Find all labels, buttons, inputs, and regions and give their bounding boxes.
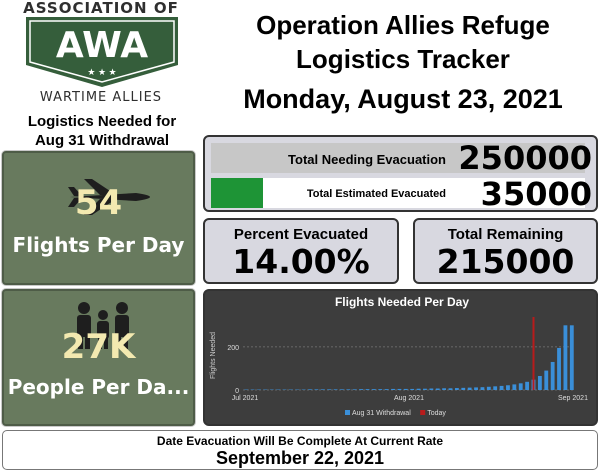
chart-bar bbox=[448, 388, 453, 390]
chart-bar bbox=[435, 388, 440, 390]
chart-bar bbox=[308, 389, 312, 390]
chart-bar bbox=[333, 389, 338, 390]
percent-evacuated-title: Percent Evacuated bbox=[233, 226, 369, 243]
chart-bar bbox=[486, 386, 491, 390]
total-evacuated-value: 35000 bbox=[480, 175, 592, 212]
chart-bar bbox=[327, 389, 332, 390]
chart-bar bbox=[525, 381, 530, 390]
needed-bar bbox=[211, 143, 585, 173]
chart-bar bbox=[314, 389, 319, 390]
chart-bar bbox=[467, 387, 472, 390]
page-title: Operation Allies Refuge Logistics Tracke… bbox=[206, 8, 600, 76]
chart-bar bbox=[340, 389, 344, 390]
logo-stars: ★ ★ ★ bbox=[87, 67, 116, 77]
chart-bar bbox=[371, 389, 376, 390]
chart-legend-swatch bbox=[420, 410, 426, 415]
percent-evacuated-card: Percent Evacuated 14.00% bbox=[203, 218, 399, 284]
chart-bar bbox=[569, 325, 574, 390]
chart-bar bbox=[384, 389, 389, 390]
chart-ytick-label: 0 bbox=[235, 388, 239, 395]
chart-bar bbox=[410, 388, 415, 390]
chart-bar bbox=[442, 388, 447, 390]
chart-bar bbox=[378, 389, 383, 390]
chart-ylabel: Flights Needed bbox=[210, 332, 217, 379]
total-remaining-title: Total Remaining bbox=[447, 226, 564, 243]
chart-bar bbox=[461, 387, 466, 390]
chart-bar bbox=[359, 389, 364, 390]
chart-bar bbox=[365, 389, 370, 390]
chart-bar bbox=[474, 387, 478, 390]
flights-chart-card: Flights Needed Per Day Flights Needed 0 200… bbox=[203, 289, 598, 426]
chart-bar bbox=[416, 388, 421, 390]
chart-bar bbox=[320, 389, 325, 390]
chart-bar bbox=[346, 389, 351, 390]
people-per-day-label: People Per Da... bbox=[7, 375, 190, 399]
chart-title: Flights Needed Per Day bbox=[335, 295, 469, 309]
logo-bottom-text: WARTIME ALLIES bbox=[39, 90, 163, 105]
total-needing-evacuation-value: 250000 bbox=[458, 139, 592, 177]
chart-xtick-label: Jul 2021 bbox=[232, 395, 259, 402]
people-icon bbox=[77, 302, 129, 349]
chart-bar bbox=[518, 383, 523, 390]
total-needing-evacuation-label: Total Needing Evacuation bbox=[288, 152, 446, 167]
logo-badge-text: AWA bbox=[56, 25, 148, 66]
chart-legend-label: Today bbox=[427, 410, 446, 417]
chart-bar bbox=[563, 325, 568, 390]
chart-bar bbox=[537, 375, 542, 390]
chart-legend-swatch bbox=[345, 410, 350, 415]
percent-evacuated-value: 14.00% bbox=[232, 242, 370, 281]
awa-logo: ASSOCIATION OF AWA ★ ★ ★ WARTIME ALLIES bbox=[6, 0, 196, 108]
chart-bar bbox=[544, 370, 549, 390]
chart-bar bbox=[403, 388, 408, 390]
chart-bar bbox=[480, 387, 485, 390]
logo-badge: AWA ★ ★ ★ bbox=[26, 17, 178, 87]
completion-date: September 22, 2021 bbox=[215, 448, 385, 468]
total-remaining-card: Total Remaining 215000 bbox=[413, 218, 598, 284]
chart-bar bbox=[454, 388, 459, 390]
chart-bar bbox=[499, 385, 504, 390]
logistics-needed-line2: Aug 31 Withdrawal bbox=[34, 132, 170, 149]
logo-top-text: ASSOCIATION OF bbox=[23, 0, 179, 17]
total-remaining-value: 215000 bbox=[436, 242, 575, 281]
flights-per-day-value: 54 bbox=[74, 183, 123, 223]
page-title-line1: Operation Allies Refuge bbox=[256, 10, 550, 40]
people-per-day-card: 27K People Per Da... bbox=[2, 289, 195, 426]
chart-bar bbox=[493, 386, 498, 390]
people-per-day-value: 27K bbox=[61, 327, 136, 367]
flights-per-day-label: Flights Per Day bbox=[12, 233, 185, 257]
completion-caption: Date Evacuation Will Be Complete At Curr… bbox=[156, 434, 444, 448]
chart-bar bbox=[512, 384, 517, 390]
chart-xtick-label: Sep 2021 bbox=[558, 395, 588, 402]
chart-xtick-label: Aug 2021 bbox=[394, 395, 424, 402]
evacuation-progress-card: Total Needing Evacuation 250000 Total Es… bbox=[203, 135, 598, 212]
chart-bar bbox=[352, 389, 357, 390]
total-evacuated-label: Total Estimated Evacuated bbox=[306, 188, 446, 200]
chart-bar bbox=[391, 388, 395, 390]
chart-bar bbox=[557, 347, 561, 390]
chart-legend-label: Aug 31 Withdrawal bbox=[352, 410, 411, 417]
page-title-line2: Logistics Tracker bbox=[296, 44, 510, 74]
logistics-needed-line1: Logistics Needed for bbox=[27, 113, 177, 130]
chart-bar bbox=[429, 388, 434, 390]
airplane-icon bbox=[68, 179, 150, 215]
flights-per-day-card: 54 Flights Per Day bbox=[2, 151, 195, 285]
chart-ytick-label: 200 bbox=[227, 345, 239, 352]
evacuated-bar bbox=[211, 178, 585, 208]
chart-bar bbox=[423, 388, 427, 390]
logistics-needed-heading: Logistics Needed for Aug 31 Withdrawal bbox=[4, 112, 200, 150]
evacuated-bar-fill bbox=[211, 178, 264, 208]
chart-bar bbox=[506, 385, 510, 390]
chart-bar bbox=[397, 388, 402, 390]
completion-estimate-card: Date Evacuation Will Be Complete At Curr… bbox=[2, 430, 598, 470]
flights-chart: Flights Needed Per Day Flights Needed 0 200… bbox=[210, 295, 588, 417]
current-date: Monday, August 23, 2021 bbox=[243, 84, 563, 114]
chart-bar bbox=[550, 361, 555, 390]
